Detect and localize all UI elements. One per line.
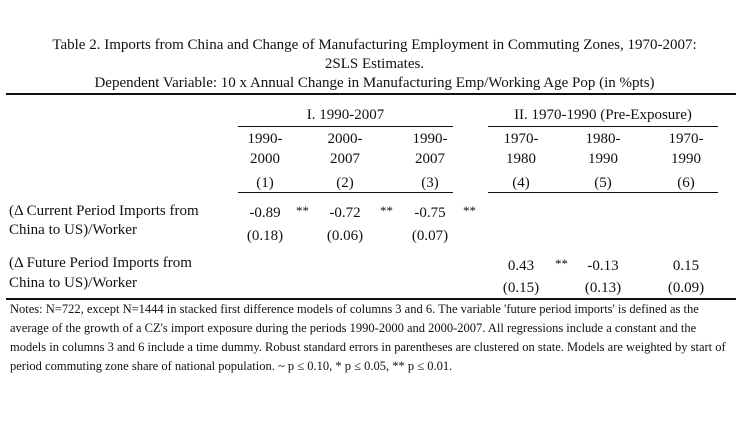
col5-year-start: 1980- bbox=[585, 131, 621, 147]
col6-year-end: 1990 bbox=[671, 151, 701, 167]
row1-col2-coef: -0.72 bbox=[329, 205, 361, 221]
row1-col3-se: (0.07) bbox=[411, 228, 449, 244]
row2-col4-coef: 0.43 bbox=[507, 258, 535, 274]
col3-year-end: 2007 bbox=[415, 151, 445, 167]
row1-col1-stars: ** bbox=[296, 203, 309, 218]
row2-col6-coef: 0.15 bbox=[672, 258, 700, 274]
table-notes: Notes: N=722, except N=1444 in stacked f… bbox=[10, 302, 726, 373]
col2-year-start: 2000- bbox=[327, 131, 363, 147]
col6-year-start: 1970- bbox=[668, 131, 704, 147]
row1-col3-coef: -0.75 bbox=[414, 205, 446, 221]
row2-label-line2: China to US)/Worker bbox=[9, 275, 137, 291]
row2-col5-se: (0.13) bbox=[584, 280, 622, 296]
col3-number: (3) bbox=[421, 175, 439, 191]
row1-col2-stars: ** bbox=[380, 203, 393, 218]
row2-col4-stars: ** bbox=[555, 256, 568, 271]
col2-number: (2) bbox=[336, 175, 354, 191]
col4-year-start: 1970- bbox=[503, 131, 539, 147]
header-rule-panel2 bbox=[488, 192, 718, 193]
panel-header-2: II. 1970-1990 (Pre-Exposure) bbox=[514, 107, 692, 123]
table-title-line2: 2SLS Estimates. bbox=[324, 56, 425, 72]
panel-header-1: I. 1990-2007 bbox=[306, 107, 385, 123]
row2-col5-coef: -0.13 bbox=[587, 258, 619, 274]
row2-label-line1: (Δ Future Period Imports from bbox=[9, 255, 192, 271]
col1-year-start: 1990- bbox=[247, 131, 283, 147]
panel-rule-2 bbox=[488, 126, 718, 127]
panel-rule-1 bbox=[238, 126, 453, 127]
header-rule-panel1 bbox=[238, 192, 453, 193]
bottom-rule bbox=[6, 298, 736, 300]
row1-col2-se: (0.06) bbox=[326, 228, 364, 244]
row2-col4-se: (0.15) bbox=[502, 280, 540, 296]
row1-label-line2: China to US)/Worker bbox=[9, 222, 137, 238]
col4-year-end: 1980 bbox=[506, 151, 536, 167]
top-rule bbox=[6, 93, 736, 95]
col1-year-end: 2000 bbox=[250, 151, 280, 167]
col5-number: (5) bbox=[594, 175, 612, 191]
col6-number: (6) bbox=[677, 175, 695, 191]
table-title-line3: Dependent Variable: 10 x Annual Change i… bbox=[94, 75, 655, 91]
col4-number: (4) bbox=[512, 175, 530, 191]
table-title-line1: Table 2. Imports from China and Change o… bbox=[52, 37, 697, 53]
row1-col1-coef: -0.89 bbox=[249, 205, 281, 221]
col2-year-end: 2007 bbox=[330, 151, 360, 167]
row2-col6-se: (0.09) bbox=[667, 280, 705, 296]
row1-col1-se: (0.18) bbox=[246, 228, 284, 244]
col5-year-end: 1990 bbox=[588, 151, 618, 167]
row1-label-line1: (Δ Current Period Imports from bbox=[9, 203, 199, 219]
col1-number: (1) bbox=[256, 175, 274, 191]
col3-year-start: 1990- bbox=[412, 131, 448, 147]
row1-col3-stars: ** bbox=[463, 203, 476, 218]
